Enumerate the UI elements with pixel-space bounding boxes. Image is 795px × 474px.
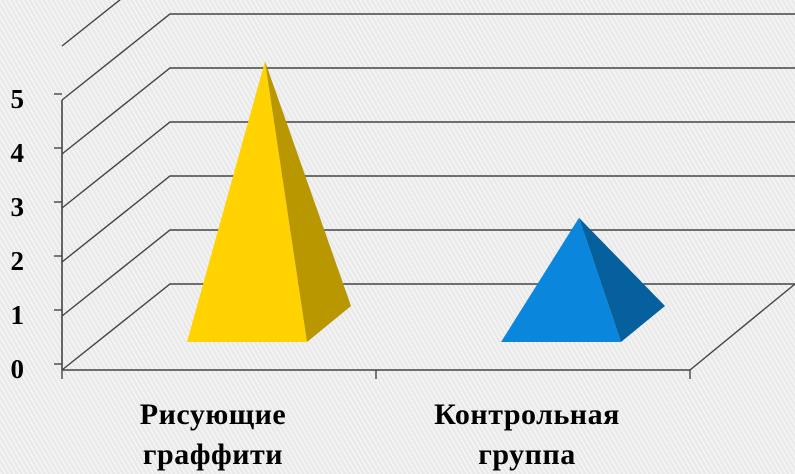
gridline — [61, 67, 795, 155]
x-category-label: Контрольная — [434, 398, 620, 431]
y-tick-label: 0 — [11, 354, 25, 384]
chart-axes — [54, 93, 795, 379]
y-tick-label: 3 — [11, 192, 25, 222]
floor-edge — [689, 283, 795, 371]
pyramid-front-face — [501, 217, 621, 342]
x-category-label: Рисующие — [140, 398, 286, 431]
x-category-label: граффити — [143, 438, 283, 471]
gridline — [61, 229, 795, 317]
gridline — [61, 283, 795, 371]
chart-grid — [61, 0, 795, 371]
y-tick-label: 2 — [11, 246, 25, 276]
pyramid-side-face — [579, 217, 665, 342]
gridline — [61, 121, 795, 209]
pyramid-front-face — [187, 61, 307, 342]
gridline — [61, 13, 795, 101]
y-tick-label: 1 — [11, 300, 25, 330]
gridline — [61, 175, 795, 263]
chart-marks — [187, 61, 665, 342]
pyramid-side-face — [265, 61, 351, 342]
gridline — [61, 0, 121, 47]
chart-labels: 0 1 2 3 4 5 Рисующие граффити Контрольная группа — [11, 84, 620, 471]
y-tick-label: 5 — [11, 84, 25, 114]
x-category-label: группа — [478, 438, 575, 471]
y-tick-label: 4 — [11, 138, 25, 168]
